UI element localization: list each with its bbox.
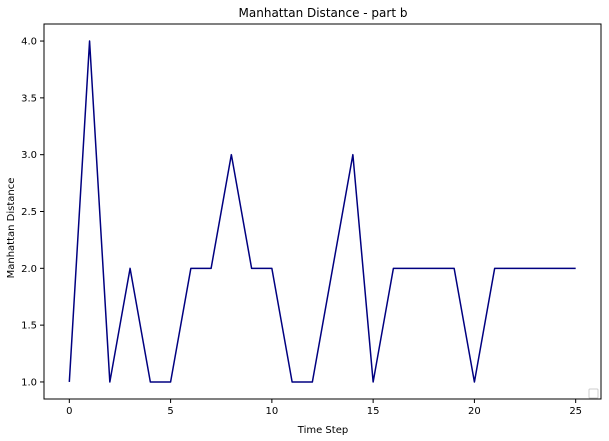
- y-tick-label: 3.0: [21, 150, 37, 161]
- y-tick-label: 4.0: [21, 37, 37, 48]
- x-tick-label: 25: [569, 406, 582, 417]
- legend-box: [588, 388, 599, 399]
- chart-title: Manhattan Distance - part b: [239, 6, 408, 20]
- y-tick-label: 3.5: [21, 93, 37, 104]
- y-tick-label: 2.0: [21, 264, 37, 275]
- x-tick-label: 0: [66, 406, 72, 417]
- x-tick-label: 10: [265, 406, 278, 417]
- x-tick-label: 15: [367, 406, 380, 417]
- x-axis-title: Time Step: [297, 425, 348, 436]
- series-line-0: [68, 40, 576, 383]
- y-axis-title: Manhattan Distance: [6, 178, 17, 279]
- x-tick-label: 5: [167, 406, 173, 417]
- y-tick-label: 1.5: [21, 321, 37, 332]
- x-tick-label: 20: [468, 406, 481, 417]
- y-tick-label: 1.0: [21, 377, 37, 388]
- y-tick-label: 2.5: [21, 207, 37, 218]
- plot-area-frame: [43, 23, 602, 400]
